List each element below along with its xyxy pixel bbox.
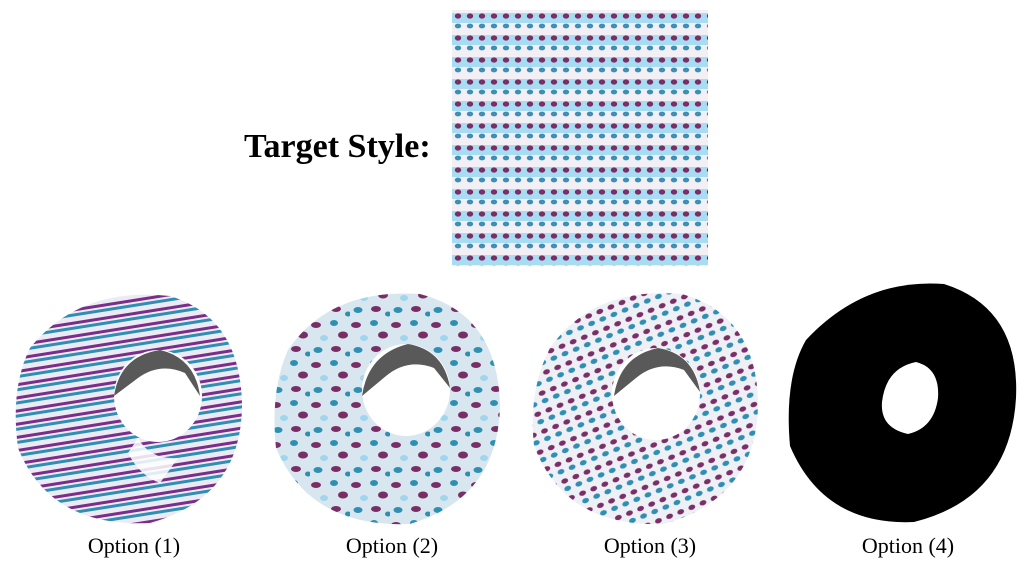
- target-style-swatch: [452, 10, 708, 266]
- option-4-caption: Option (4): [861, 533, 955, 558]
- option-2-caption: Option (2): [345, 533, 439, 558]
- option-1-caption: Option (1): [87, 533, 181, 558]
- option-2-torus: [274, 293, 500, 525]
- option-3-caption: Option (3): [603, 533, 697, 558]
- option-4-torus: [788, 283, 1017, 523]
- option-1-torus: [15, 294, 243, 524]
- option-3-torus: [532, 293, 758, 525]
- target-style-label: Target Style:: [244, 128, 431, 165]
